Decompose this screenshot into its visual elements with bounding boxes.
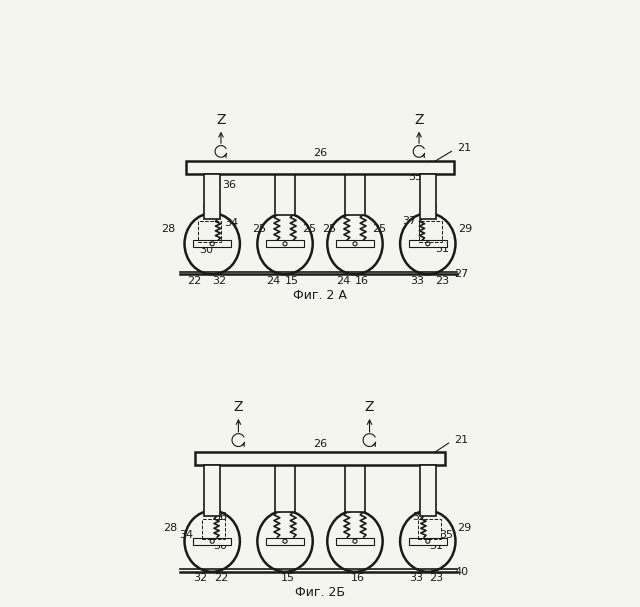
Bar [204,466,220,517]
Text: 33: 33 [411,276,424,286]
Text: 29: 29 [458,223,473,234]
Bar [345,466,365,512]
Text: Фиг. 2Б: Фиг. 2Б [295,586,345,600]
Bar [195,452,445,466]
Text: Z: Z [216,114,226,127]
Text: 28: 28 [163,523,177,532]
Circle shape [353,242,357,246]
Circle shape [283,242,287,246]
Text: 16: 16 [351,573,365,583]
Text: 36: 36 [222,180,236,191]
Text: 30: 30 [214,541,228,551]
Text: 23: 23 [429,573,444,583]
Text: 37: 37 [402,216,416,226]
Circle shape [353,539,357,543]
Text: 22: 22 [214,573,228,583]
Bar [202,519,225,539]
Text: 21: 21 [454,435,468,445]
Text: 25: 25 [322,223,336,234]
Bar [204,174,220,219]
Bar [275,466,295,512]
Text: 26: 26 [313,439,327,449]
Bar [275,174,295,215]
Circle shape [210,242,214,246]
Bar [345,174,365,215]
Text: 34: 34 [224,218,238,228]
Text: Z: Z [414,114,424,127]
Text: 27: 27 [454,270,468,279]
Text: 29: 29 [457,523,471,532]
Text: 32: 32 [193,573,207,583]
Text: 24: 24 [266,276,280,286]
Text: 25: 25 [372,223,386,234]
Circle shape [426,242,430,246]
Text: 37: 37 [412,512,426,522]
Text: 40: 40 [454,567,468,577]
Bar [198,222,221,242]
Text: Z: Z [365,401,374,415]
Bar [186,161,454,174]
Text: Фиг. 2 А: Фиг. 2 А [293,289,347,302]
Bar [420,466,436,517]
Bar [266,538,304,544]
Circle shape [426,539,430,543]
Text: Z: Z [234,401,243,415]
Text: 25: 25 [302,223,316,234]
Bar [336,538,374,544]
Text: 28: 28 [161,223,176,234]
Text: 23: 23 [435,276,449,286]
Text: 15: 15 [281,573,295,583]
Text: 34: 34 [179,530,193,540]
Text: 15: 15 [285,276,300,286]
Text: 31: 31 [435,244,449,254]
Bar [336,240,374,247]
Text: 32: 32 [212,276,227,286]
Text: 16: 16 [355,276,369,286]
Text: 30: 30 [200,245,213,255]
Bar [409,538,447,544]
Bar [266,240,304,247]
Text: 24: 24 [336,276,351,286]
Circle shape [210,539,214,543]
Bar [409,240,447,247]
Circle shape [283,539,287,543]
Text: 21: 21 [457,143,471,154]
Text: 35: 35 [408,172,422,181]
Text: 33: 33 [409,573,423,583]
Text: 35: 35 [440,530,454,540]
Text: 31: 31 [429,541,444,551]
Bar [418,519,441,539]
Bar [420,174,436,219]
Text: 36: 36 [214,512,228,522]
Text: 25: 25 [252,223,266,234]
Bar [193,538,231,544]
Text: 22: 22 [188,276,202,286]
Bar [419,222,442,242]
Text: 26: 26 [313,148,327,158]
Bar [193,240,231,247]
